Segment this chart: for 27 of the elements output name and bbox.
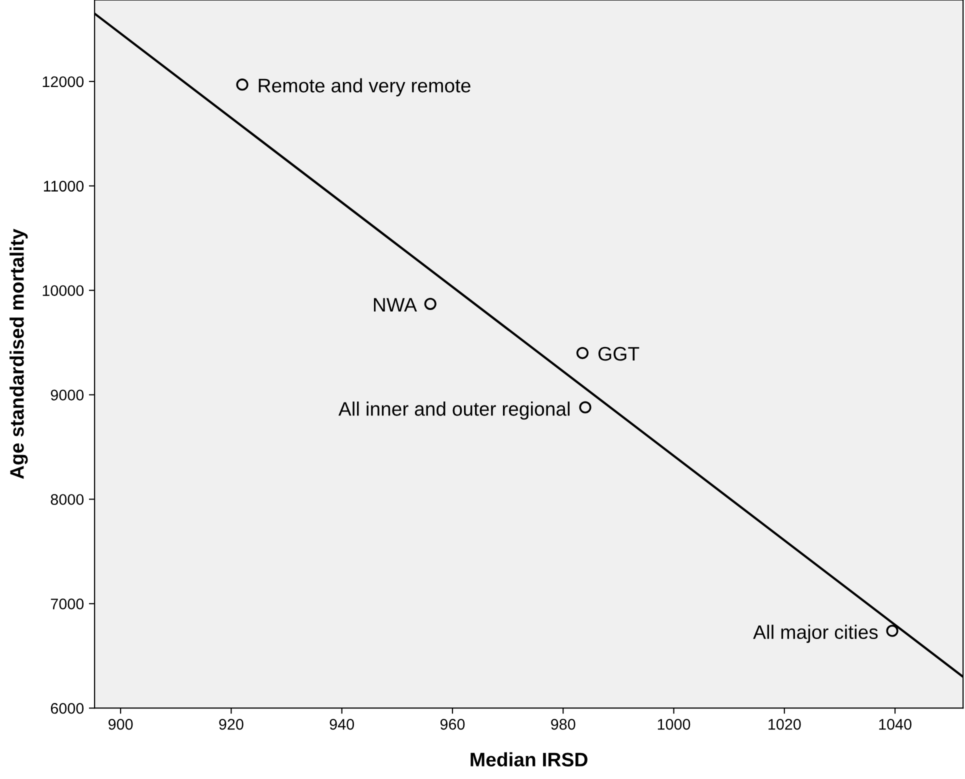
y-tick-label: 9000 <box>50 390 84 400</box>
y-tick-label: 7000 <box>50 598 84 610</box>
point <box>236 78 248 91</box>
y-tick-label: 6000 <box>50 702 84 714</box>
annotation: All inner and outer regional <box>338 402 570 420</box>
annotation: NWA <box>374 298 417 312</box>
point <box>576 346 589 360</box>
x-tick-label: 940 <box>330 718 354 730</box>
x-tick-label: 900 <box>108 718 133 730</box>
annotation: GGT <box>598 346 640 361</box>
annotation: All major cities <box>753 624 878 643</box>
x-tick-label: 960 <box>440 718 465 730</box>
point <box>886 624 898 637</box>
x-tick-label: 980 <box>551 718 576 730</box>
x-axis-title: Median IRSD <box>470 752 588 766</box>
point <box>424 298 436 310</box>
y-tick-label: 11000 <box>44 180 84 192</box>
point <box>579 401 592 414</box>
x-tick-label: 1020 <box>768 718 801 730</box>
x-tick-label: 920 <box>219 718 244 730</box>
annotation: Remote and very remote <box>258 78 470 96</box>
x-tick-label: 1000 <box>658 718 690 730</box>
y-tick-label: 8000 <box>50 494 84 505</box>
y-tick-label: 12000 <box>42 76 84 88</box>
x-tick-label: 1040 <box>879 718 912 730</box>
y-axis-title: Age standardised mortality <box>10 228 28 479</box>
y-tick-label: 10000 <box>42 285 84 296</box>
